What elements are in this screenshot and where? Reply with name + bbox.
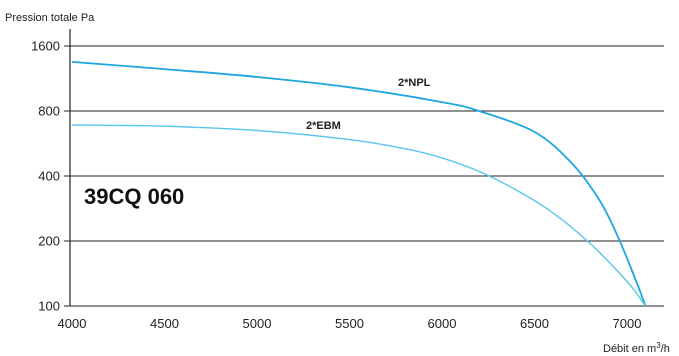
x-tick-label-5500: 5500 (335, 316, 364, 331)
y-tick-label-800: 800 (38, 104, 60, 119)
y-axis-title: Pression totale Pa (5, 12, 95, 24)
y-tick-label-400: 400 (38, 169, 60, 184)
y-tick-label-1600: 1600 (31, 39, 60, 54)
x-tick-label-6500: 6500 (520, 316, 549, 331)
y-tick-label-100: 100 (38, 299, 60, 314)
model-label: 39CQ 060 (84, 184, 184, 209)
x-tick-label-4500: 4500 (150, 316, 179, 331)
series-line-2-npl (71, 61, 647, 307)
series-label-2-npl: 2*NPL (398, 77, 431, 89)
x-axis-title-suffix: /h (661, 343, 670, 355)
x-tick-label-5000: 5000 (243, 316, 272, 331)
series-label-2-ebm: 2*EBM (306, 120, 341, 132)
x-axis-title-sup: 3 (656, 341, 661, 350)
x-tick-label-4000: 4000 (58, 316, 87, 331)
x-tick-label-7000: 7000 (613, 316, 642, 331)
x-tick-label-6000: 6000 (428, 316, 457, 331)
series-line-2-ebm (71, 124, 647, 307)
x-axis-title: Débit en m3/h (603, 341, 670, 355)
x-axis-title-prefix: Débit en m (603, 343, 656, 355)
y-tick-label-200: 200 (38, 234, 60, 249)
